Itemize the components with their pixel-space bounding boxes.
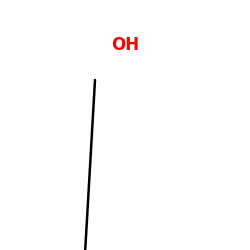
Text: OH: OH [111, 36, 139, 54]
